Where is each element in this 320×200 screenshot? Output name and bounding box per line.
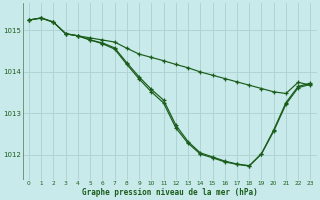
- X-axis label: Graphe pression niveau de la mer (hPa): Graphe pression niveau de la mer (hPa): [82, 188, 258, 197]
